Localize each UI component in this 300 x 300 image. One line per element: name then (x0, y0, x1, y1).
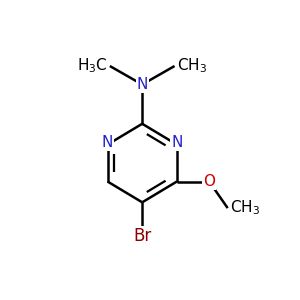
Text: Br: Br (133, 227, 151, 245)
Text: N: N (171, 135, 182, 150)
Text: CH$_3$: CH$_3$ (177, 57, 207, 75)
Text: H$_3$C: H$_3$C (77, 57, 108, 75)
Text: O: O (203, 174, 215, 189)
Text: N: N (136, 77, 148, 92)
Text: N: N (102, 135, 113, 150)
Text: CH$_3$: CH$_3$ (230, 199, 260, 218)
